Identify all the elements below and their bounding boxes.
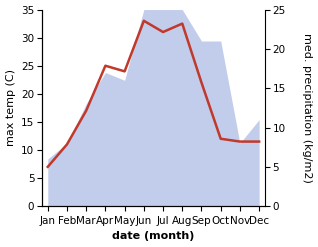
X-axis label: date (month): date (month) [112,231,195,242]
Y-axis label: med. precipitation (kg/m2): med. precipitation (kg/m2) [302,33,313,183]
Y-axis label: max temp (C): max temp (C) [5,69,16,146]
